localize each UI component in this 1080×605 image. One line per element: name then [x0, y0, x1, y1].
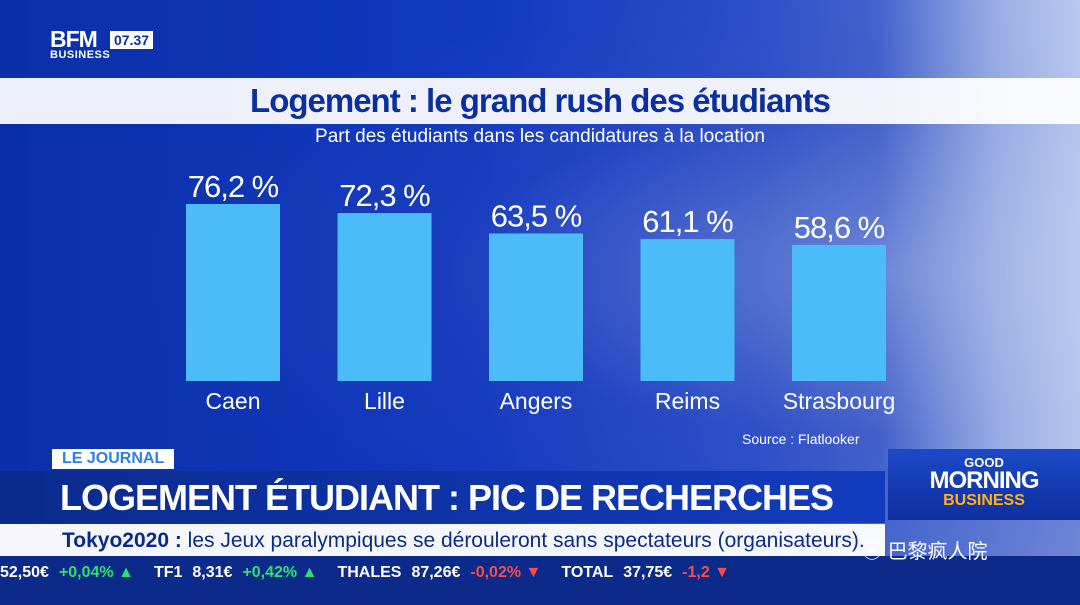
show-logo-morning: MORNING: [929, 467, 1040, 494]
market-item: TF1 8,31€ +0,42% ▲: [154, 563, 328, 583]
news-ticker: Tokyo2020 : les Jeux paralympiques se dé…: [62, 529, 865, 553]
watermark-text: 巴黎疯人院: [887, 541, 988, 563]
market-value: 8,31€: [192, 564, 233, 581]
bar-reims: [640, 239, 735, 381]
channel-logo: BFM BUSINESS: [50, 28, 110, 61]
bar-angers: [489, 233, 583, 381]
market-change: -0,02% ▼: [470, 564, 542, 581]
program-tag: LE JOURNAL: [52, 449, 175, 469]
bar-strasbourg: [792, 244, 886, 381]
chart-source: Source : Flatlooker: [742, 431, 860, 447]
market-name: TF1: [153, 564, 183, 581]
broadcast-clock: 07.37: [110, 31, 154, 49]
category-label: Lille: [364, 388, 405, 414]
category-label: Caen: [206, 388, 261, 414]
market-change: +0,42% ▲: [242, 564, 318, 581]
ticker-keyword: Tokyo2020 :: [62, 529, 182, 552]
value-label: 61,1 %: [642, 204, 733, 239]
market-name: THALES: [337, 564, 402, 581]
market-value: 87,26€: [411, 564, 461, 581]
logo-bfm-text: BFM: [50, 26, 98, 52]
title-band: [0, 78, 1080, 124]
chart-title: Logement : le grand rush des étudiants: [250, 82, 831, 119]
bar-caen: [186, 204, 280, 381]
chart-subtitle: Part des étudiants dans les candidatures…: [315, 126, 765, 147]
logo-business-text: BUSINESS: [50, 49, 111, 61]
wechat-icon: ⦿: [862, 541, 882, 563]
headline-band: [0, 471, 885, 523]
market-item: 52,50€ +0,04% ▲: [0, 563, 144, 583]
value-label: 72,3 %: [339, 178, 430, 213]
market-change: -1,2 ▼: [682, 564, 730, 581]
category-label: Reims: [655, 388, 720, 414]
watermark: ⦿ 巴黎疯人院: [862, 540, 988, 564]
market-ticker: 52,50€ +0,04% ▲ TF1 8,31€ +0,42% ▲ THALES 87,2…: [0, 563, 750, 583]
category-label: Angers: [500, 388, 573, 414]
news-headline: LOGEMENT ÉTUDIANT : PIC DE RECHERCHES: [60, 477, 834, 518]
market-ticker-band: [0, 556, 1080, 605]
show-logo: GOOD MORNING BUSINESS: [888, 449, 1080, 520]
ticker-text: les Jeux paralympiques se dérouleront sa…: [181, 529, 865, 552]
value-label: 76,2 %: [188, 169, 279, 204]
bar-lille: [337, 213, 432, 381]
category-label: Strasbourg: [783, 388, 896, 414]
show-logo-business: BUSINESS: [943, 492, 1025, 509]
ticker-band: [0, 524, 885, 556]
market-item: THALES 87,26€ -0,02% ▼: [337, 563, 551, 583]
market-change: +0,04% ▲: [58, 564, 134, 581]
value-label: 63,5 %: [491, 199, 582, 234]
value-label: 58,6 %: [794, 210, 885, 245]
market-value: 37,75€: [623, 564, 673, 581]
market-name: TOTAL: [561, 564, 614, 581]
market-value: 52,50€: [0, 564, 49, 581]
show-logo-good: GOOD: [964, 455, 1004, 470]
market-item: TOTAL 37,75€ -1,2 ▼: [561, 563, 740, 583]
